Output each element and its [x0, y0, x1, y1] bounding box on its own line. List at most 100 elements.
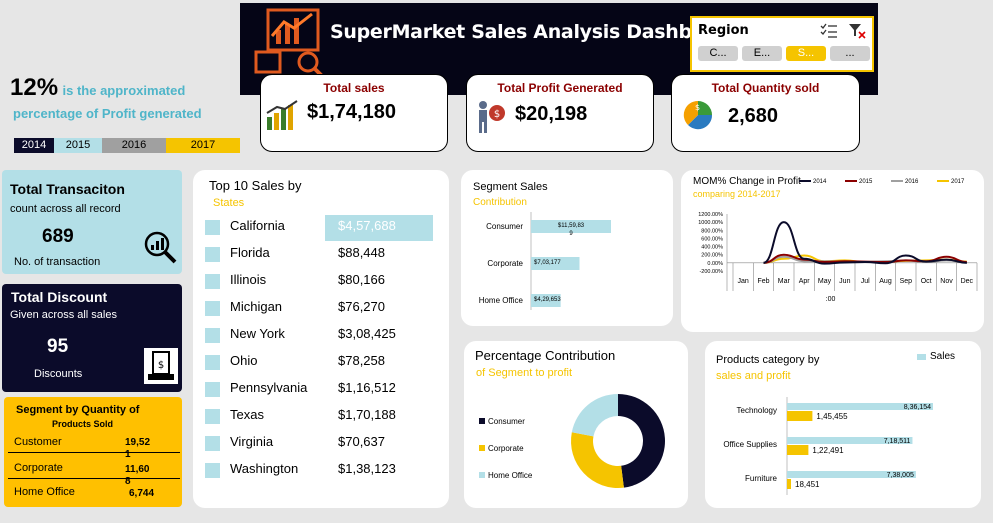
region-slicer[interactable]: Region C... E... S... ...: [690, 16, 874, 72]
donut-slice: [571, 394, 618, 437]
state-row[interactable]: Illinois $80,166: [205, 271, 435, 293]
transactions-value: 689: [42, 226, 74, 247]
transactions-subtitle: count across all record: [10, 203, 121, 215]
segment-value-extra: 1: [125, 449, 131, 460]
legend-label-2017: 2017: [951, 179, 965, 185]
region-east-button[interactable]: E...: [742, 46, 782, 61]
multi-select-icon[interactable]: [820, 23, 838, 39]
state-marker: [205, 355, 220, 370]
state-name: California: [230, 218, 285, 233]
category-sales-bar: [787, 437, 913, 444]
discount-card: Total Discount Given across all sales 95…: [2, 284, 182, 392]
year-2015-button[interactable]: 2015: [54, 138, 102, 153]
profit-percentage-text2: percentage of Profit generated: [13, 106, 202, 121]
state-sales-value: $76,270: [338, 299, 385, 314]
segment-sales-subtitle: Contribution: [473, 197, 527, 208]
total-profit-title: Total Profit Generated: [497, 81, 623, 95]
state-marker: [205, 301, 220, 316]
discount-subtitle: Given across all sales: [10, 309, 117, 321]
legend-sales-swatch: [917, 354, 926, 360]
state-row[interactable]: Michigan $76,270: [205, 298, 435, 320]
top10-title: Top 10 Sales by: [209, 178, 302, 193]
total-profit-card: Total Profit Generated $ $20,198: [466, 74, 654, 152]
state-row[interactable]: New York $3,08,425: [205, 325, 435, 347]
segment-sales-label: 9: [569, 231, 573, 237]
y-tick-label: 1000.00%: [698, 220, 723, 226]
state-sales-value: $1,16,512: [338, 380, 396, 395]
pct-contribution-title: Percentage Contribution: [475, 348, 616, 363]
legend-label-2015: 2015: [859, 179, 873, 185]
state-name: Virginia: [230, 434, 274, 449]
segment-sales-bar: [531, 220, 611, 233]
category-subtitle: sales and profit: [716, 370, 791, 382]
donut-legend-swatch: [479, 472, 485, 478]
money-bag-person-icon: $: [479, 101, 505, 133]
discount-title: Total Discount: [11, 289, 108, 305]
y-tick-label: 1200.00%: [698, 212, 723, 218]
y-tick-label: 600.00%: [701, 236, 723, 242]
dashboard-title: SuperMarket Sales Analysis Dashboard: [330, 21, 740, 43]
state-row[interactable]: California $4,57,688: [205, 217, 435, 239]
clear-filter-icon[interactable]: [848, 23, 866, 39]
top-state-highlight: [325, 215, 433, 241]
state-sales-value: $80,166: [338, 272, 385, 287]
state-row[interactable]: Ohio $78,258: [205, 352, 435, 374]
total-quantity-title: Total Quantity sold: [711, 81, 820, 95]
state-marker: [205, 328, 220, 343]
segment-value: 6,744: [129, 488, 155, 499]
year-2017-button[interactable]: 2017: [166, 138, 240, 153]
mom-subtitle: comparing 2014-2017: [693, 189, 781, 199]
state-name: Florida: [230, 245, 270, 260]
pct-contribution-card: Percentage Contribution of Segment to pr…: [464, 341, 688, 508]
svg-text:$: $: [494, 109, 500, 120]
category-profit-bar: [787, 411, 813, 421]
state-name: Illinois: [230, 272, 267, 287]
segment-sales-label: $4,29,653: [534, 297, 561, 303]
state-sales-value: $4,57,688: [338, 218, 396, 233]
year-2014-button[interactable]: 2014: [14, 138, 54, 153]
month-label: Jul: [861, 278, 870, 285]
transactions-title: Total Transaciton: [10, 181, 125, 197]
transactions-card: Total Transaciton count across all recor…: [2, 170, 182, 274]
state-sales-value: $3,08,425: [338, 326, 396, 341]
month-label: Jan: [738, 278, 749, 285]
total-profit-value: $20,198: [515, 103, 588, 125]
state-sales-value: $78,258: [338, 353, 385, 368]
segment-sales-category: Home Office: [479, 296, 524, 305]
y-tick-label: 0.00%: [707, 261, 723, 267]
state-row[interactable]: Texas $1,70,188: [205, 406, 435, 428]
category-bar-chart: Technology 8,36,154 1,45,455 Office Supplie…: [723, 397, 933, 495]
region-south-button[interactable]: S...: [786, 46, 826, 61]
segment-sales-category: Consumer: [486, 222, 523, 231]
donut-slice: [618, 394, 666, 488]
month-label: May: [818, 278, 832, 285]
mom-profit-card: MOM% Change in Profit comparing 2014-201…: [681, 170, 984, 332]
discount-value: 95: [47, 336, 69, 357]
category-profit-bar: [787, 445, 809, 455]
year-2016-button[interactable]: 2016: [102, 138, 166, 153]
dashboard-logo-icon: [254, 8, 324, 78]
segment-sales-title: Segment Sales: [473, 181, 548, 193]
state-name: Pennsylvania: [230, 380, 308, 395]
category-label: Technology: [737, 406, 777, 415]
magnify-chart-icon: [144, 231, 177, 264]
segment-sales-bar: [531, 257, 580, 270]
mom-title: MOM% Change in Profit: [693, 176, 801, 187]
segment-divider: [8, 452, 180, 453]
top10-subtitle: States: [213, 197, 245, 209]
category-sales-label: 7,38,005: [887, 472, 914, 479]
donut-legend-swatch: [479, 418, 485, 424]
total-sales-card: Total sales $1,74,180: [260, 74, 448, 152]
segment-sales-bar: [531, 294, 561, 307]
month-label: Oct: [921, 278, 932, 285]
region-more-button[interactable]: ...: [830, 46, 870, 61]
legend-label-2014: 2014: [813, 179, 827, 185]
state-row[interactable]: Washington $1,38,123: [205, 460, 435, 482]
segment-name: Home Office: [14, 486, 75, 498]
state-sales-value: $1,38,123: [338, 461, 396, 476]
state-row[interactable]: Virginia $70,637: [205, 433, 435, 455]
region-central-button[interactable]: C...: [698, 46, 738, 61]
state-marker: [205, 274, 220, 289]
state-row[interactable]: Florida $88,448: [205, 244, 435, 266]
state-row[interactable]: Pennsylvania $1,16,512: [205, 379, 435, 401]
